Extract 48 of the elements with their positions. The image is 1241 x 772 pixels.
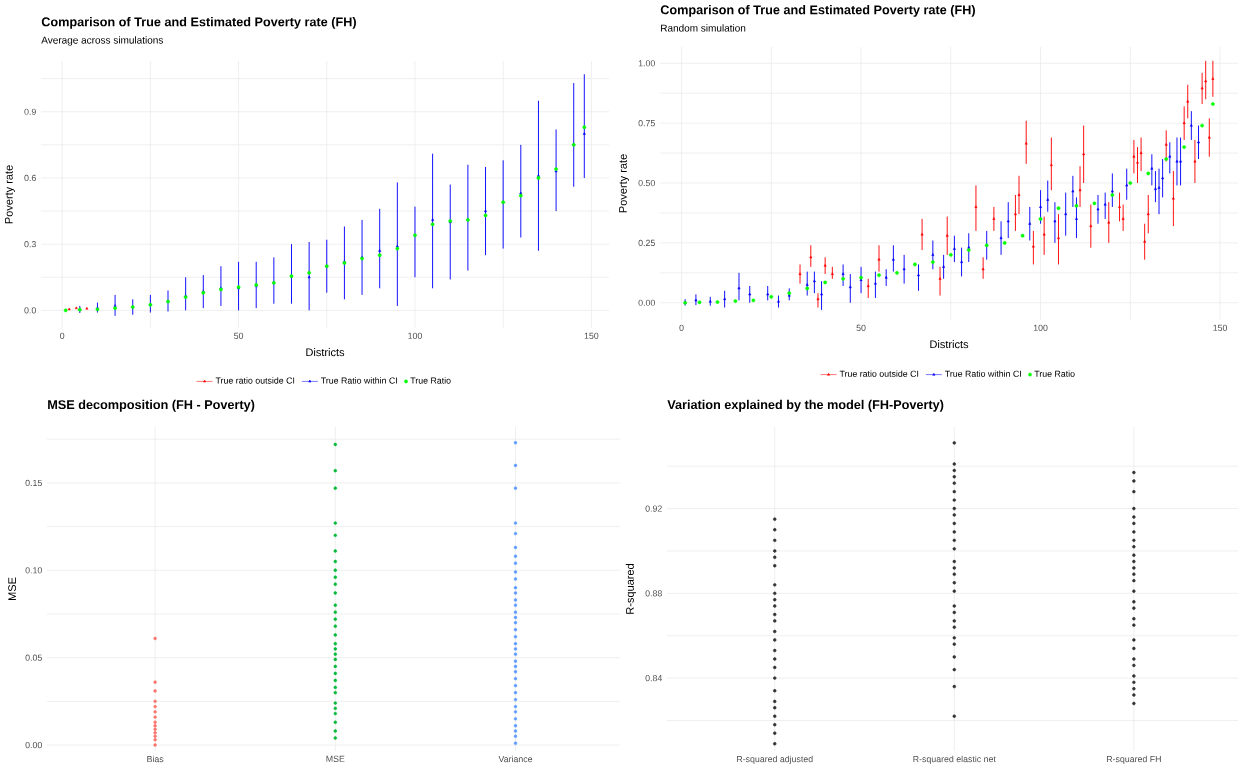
chart-subtitle: Random simulation: [661, 24, 746, 32]
y-tick-label: 0.00: [25, 741, 42, 749]
y-axis-title: R-squared: [625, 564, 637, 614]
chart-title: Comparison of True and Estimated Poverty rate (FH): [660, 5, 975, 17]
y-tick-label: 0.00: [638, 299, 655, 306]
chart-title: MSE decomposition (FH - Poverty): [48, 399, 255, 412]
x-axis-title: Districts: [306, 348, 345, 357]
y-tick-label: 0.25: [638, 239, 655, 246]
y-tick-label: 0.88: [645, 590, 662, 597]
y-tick-label: 0.15: [25, 479, 42, 487]
y-axis-title: Poverty rate: [5, 165, 15, 224]
x-tick-label: 150: [1213, 324, 1228, 331]
x-tick-label: 0: [679, 324, 684, 331]
x-tick-label: Bias: [147, 755, 164, 763]
x-axis-title: Districts: [930, 340, 969, 349]
legend-label: True Ratio: [410, 377, 451, 384]
chart-subtitle: Average across simulations: [41, 36, 163, 46]
x-tick-label: MSE: [326, 755, 345, 762]
legend-label: True Ratio within CI: [320, 377, 397, 384]
y-tick-label: 0.75: [638, 120, 655, 127]
x-tick-label: R-squared FH: [1106, 755, 1161, 764]
y-tick-label: 0.84: [645, 674, 663, 682]
x-tick-label: R-squared elastic net: [913, 755, 996, 764]
y-tick-label: 0.50: [638, 179, 655, 187]
legend-label: True ratio outside CI: [215, 377, 295, 384]
y-tick-label: 1.00: [638, 60, 655, 67]
legend-label: True ratio outside CI: [839, 370, 919, 377]
x-tick-label: 50: [856, 324, 866, 331]
y-tick-label: 0.92: [645, 505, 662, 512]
legend-label: True Ratio within CI: [944, 370, 1021, 377]
chart-title: Comparison of True and Estimated Poverty rate (FH): [41, 17, 356, 29]
x-tick-label: 100: [408, 332, 422, 339]
chart-title: Variation explained by the model (FH-Poverty): [667, 399, 944, 412]
x-tick-label: 0: [60, 332, 65, 339]
x-tick-label: 150: [584, 332, 599, 339]
y-axis-title: MSE: [8, 577, 17, 601]
x-tick-label: Variance: [498, 755, 533, 763]
y-tick-label: 0.6: [24, 174, 36, 182]
x-tick-label: 100: [1033, 324, 1048, 331]
y-tick-label: 0.10: [25, 567, 42, 574]
y-axis-title: Poverty rate: [619, 154, 630, 213]
x-tick-label: R-squared adjusted: [737, 755, 813, 764]
legend-label: True Ratio: [1034, 370, 1075, 377]
x-tick-label: 50: [234, 332, 244, 339]
y-tick-label: 0.05: [25, 654, 42, 661]
y-tick-label: 0.0: [24, 307, 36, 314]
y-tick-label: 0.9: [24, 108, 36, 115]
y-tick-label: 0.3: [24, 241, 36, 248]
